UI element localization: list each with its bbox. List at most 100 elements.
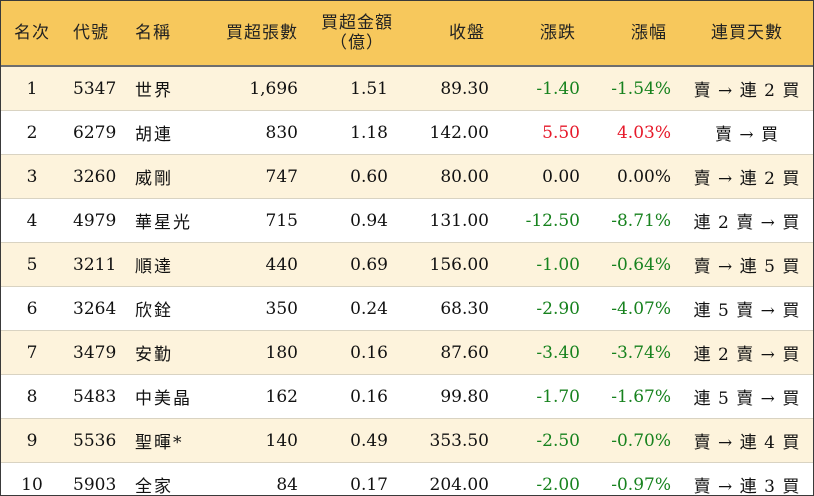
change-pct-cell: -0.97% xyxy=(590,462,681,495)
streak-cell: 賣 → 連 5 買 xyxy=(681,242,813,287)
rank-cell: 6 xyxy=(1,286,63,331)
net-buy-amount-cell: 0.49 xyxy=(308,418,406,463)
change-cell: -2.00 xyxy=(499,462,590,495)
table-row: 9 5536 聖暉* 140 0.49 353.50 -2.50 -0.70% … xyxy=(1,418,813,463)
table-row: 1 5347 世界 1,696 1.51 89.30 -1.40 -1.54% … xyxy=(1,66,813,111)
close-cell: 87.60 xyxy=(406,330,499,375)
header-change-pct: 漲幅 xyxy=(590,1,681,67)
close-cell: 99.80 xyxy=(406,374,499,419)
rank-cell: 9 xyxy=(1,418,63,463)
rank-cell: 8 xyxy=(1,374,63,419)
change-pct-cell: -3.74% xyxy=(590,330,681,375)
code-cell: 3260 xyxy=(63,154,133,199)
table-row: 10 5903 全家 84 0.17 204.00 -2.00 -0.97% 賣… xyxy=(1,462,813,495)
header-net-buy-lots: 買超張數 xyxy=(213,1,308,67)
change-cell: 5.50 xyxy=(499,110,590,155)
streak-cell: 連 2 賣 → 買 xyxy=(681,198,813,243)
table-row: 7 3479 安勤 180 0.16 87.60 -3.40 -3.74% 連 … xyxy=(1,330,813,375)
code-cell: 3479 xyxy=(63,330,133,375)
close-cell: 89.30 xyxy=(406,66,499,111)
change-pct-cell: 0.00% xyxy=(590,154,681,199)
change-cell: 0.00 xyxy=(499,154,590,199)
name-cell: 世界 xyxy=(133,66,213,111)
table-row: 5 3211 順達 440 0.69 156.00 -1.00 -0.64% 賣… xyxy=(1,242,813,287)
change-pct-cell: -0.70% xyxy=(590,418,681,463)
name-cell: 聖暉* xyxy=(133,418,213,463)
header-net-buy-amount-line2: （億） xyxy=(330,33,384,53)
name-cell: 全家 xyxy=(133,462,213,495)
change-pct-cell: 4.03% xyxy=(590,110,681,155)
code-cell: 5536 xyxy=(63,418,133,463)
name-cell: 安勤 xyxy=(133,330,213,375)
close-cell: 68.30 xyxy=(406,286,499,331)
rank-cell: 10 xyxy=(1,462,63,495)
streak-cell: 賣 → 連 2 買 xyxy=(681,154,813,199)
net-buy-lots-cell: 180 xyxy=(213,330,308,375)
header-name: 名稱 xyxy=(133,1,213,67)
name-cell: 胡連 xyxy=(133,110,213,155)
header-net-buy-amount-line1: 買超金額 xyxy=(321,13,393,33)
change-pct-cell: -1.54% xyxy=(590,66,681,111)
table-row: 8 5483 中美晶 162 0.16 99.80 -1.70 -1.67% 連… xyxy=(1,374,813,419)
net-buy-amount-cell: 0.94 xyxy=(308,198,406,243)
net-buy-amount-cell: 0.17 xyxy=(308,462,406,495)
net-buy-amount-cell: 0.16 xyxy=(308,330,406,375)
net-buy-amount-cell: 0.69 xyxy=(308,242,406,287)
streak-cell: 連 2 賣 → 買 xyxy=(681,330,813,375)
net-buy-lots-cell: 830 xyxy=(213,110,308,155)
change-cell: -1.70 xyxy=(499,374,590,419)
close-cell: 353.50 xyxy=(406,418,499,463)
close-cell: 142.00 xyxy=(406,110,499,155)
net-buy-lots-cell: 84 xyxy=(213,462,308,495)
name-cell: 中美晶 xyxy=(133,374,213,419)
rank-cell: 3 xyxy=(1,154,63,199)
change-pct-cell: -1.67% xyxy=(590,374,681,419)
header-streak-days: 連買天數 xyxy=(681,1,813,67)
net-buy-amount-cell: 0.60 xyxy=(308,154,406,199)
streak-cell: 賣 → 連 4 買 xyxy=(681,418,813,463)
name-cell: 順達 xyxy=(133,242,213,287)
change-cell: -2.90 xyxy=(499,286,590,331)
streak-cell: 連 5 賣 → 買 xyxy=(681,286,813,331)
header-rank: 名次 xyxy=(1,1,63,67)
net-buy-lots-cell: 1,696 xyxy=(213,66,308,111)
code-cell: 3211 xyxy=(63,242,133,287)
change-pct-cell: -4.07% xyxy=(590,286,681,331)
code-cell: 3264 xyxy=(63,286,133,331)
net-buy-lots-cell: 140 xyxy=(213,418,308,463)
header-close: 收盤 xyxy=(406,1,499,67)
name-cell: 華星光 xyxy=(133,198,213,243)
change-cell: -2.50 xyxy=(499,418,590,463)
streak-cell: 賣 → 連 3 買 xyxy=(681,462,813,495)
table-row: 6 3264 欣銓 350 0.24 68.30 -2.90 -4.07% 連 … xyxy=(1,286,813,331)
header-change: 漲跌 xyxy=(499,1,590,67)
close-cell: 156.00 xyxy=(406,242,499,287)
close-cell: 80.00 xyxy=(406,154,499,199)
table-body: 1 5347 世界 1,696 1.51 89.30 -1.40 -1.54% … xyxy=(1,66,813,495)
close-cell: 131.00 xyxy=(406,198,499,243)
table-row: 3 3260 威剛 747 0.60 80.00 0.00 0.00% 賣 → … xyxy=(1,154,813,199)
code-cell: 4979 xyxy=(63,198,133,243)
close-cell: 204.00 xyxy=(406,462,499,495)
name-cell: 欣銓 xyxy=(133,286,213,331)
table-row: 4 4979 華星光 715 0.94 131.00 -12.50 -8.71%… xyxy=(1,198,813,243)
rank-cell: 5 xyxy=(1,242,63,287)
header-code: 代號 xyxy=(63,1,133,67)
change-cell: -1.00 xyxy=(499,242,590,287)
net-buy-amount-cell: 0.16 xyxy=(308,374,406,419)
net-buy-amount-cell: 0.24 xyxy=(308,286,406,331)
change-pct-cell: -0.64% xyxy=(590,242,681,287)
rank-cell: 4 xyxy=(1,198,63,243)
name-cell: 威剛 xyxy=(133,154,213,199)
rank-cell: 7 xyxy=(1,330,63,375)
table-header-row: 名次 代號 名稱 買超張數 買超金額 （億） 收盤 漲跌 漲幅 連買天數 xyxy=(1,1,813,67)
streak-cell: 賣 → 連 2 買 xyxy=(681,66,813,111)
net-buy-lots-cell: 715 xyxy=(213,198,308,243)
code-cell: 5903 xyxy=(63,462,133,495)
net-buy-lots-cell: 350 xyxy=(213,286,308,331)
code-cell: 6279 xyxy=(63,110,133,155)
change-cell: -1.40 xyxy=(499,66,590,111)
net-buy-lots-cell: 747 xyxy=(213,154,308,199)
net-buy-lots-cell: 162 xyxy=(213,374,308,419)
